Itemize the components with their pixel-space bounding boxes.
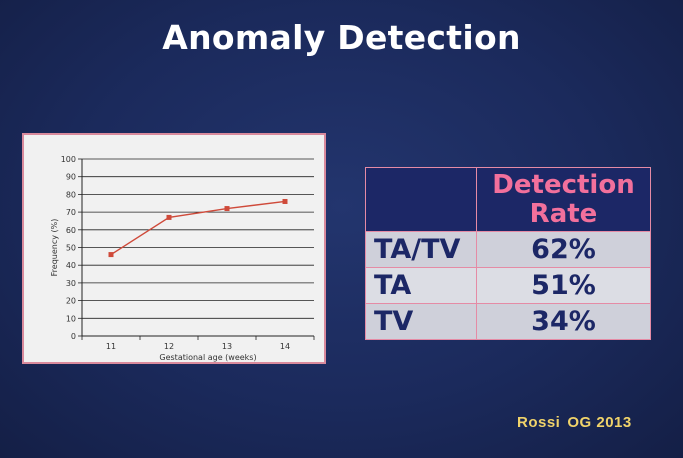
x-tick-label: 12 (164, 342, 174, 351)
data-point (108, 252, 114, 258)
table-header-empty-cell (365, 167, 477, 232)
slide-title: Anomaly Detection (162, 18, 521, 57)
table-header-row: Detection Rate (365, 167, 651, 232)
row-label-tv: TV (365, 303, 477, 340)
y-tick-label: 50 (66, 244, 76, 253)
data-point (166, 214, 172, 220)
x-tick-label: 11 (106, 342, 116, 351)
y-axis-label: Frequency (%) (50, 219, 59, 277)
x-tick-label: 14 (280, 342, 290, 351)
table-row: TV 34% (365, 303, 651, 340)
row-value-ta: 51% (476, 267, 651, 304)
y-tick-label: 90 (66, 173, 76, 182)
chart-svg: 0 10 20 30 40 50 60 70 80 90 100 11 12 13 14 Gestationa… (50, 155, 315, 362)
y-tick-label: 20 (66, 297, 76, 306)
y-tick-label: 60 (66, 226, 76, 235)
table-row: TA/TV 62% (365, 231, 651, 268)
y-tick-label: 70 (66, 208, 76, 217)
x-axis-label: Gestational age (weeks) (159, 353, 256, 362)
y-tick-label: 40 (66, 261, 76, 270)
citation: Rossi OG 2013 (517, 414, 632, 431)
table-row: TA 51% (365, 267, 651, 304)
line-chart: 0 10 20 30 40 50 60 70 80 90 100 11 12 13 14 Gestationa… (22, 133, 326, 364)
citation-source: OG 2013 (567, 414, 632, 431)
table-header-detection-rate: Detection Rate (476, 167, 651, 232)
y-tick-label: 100 (61, 155, 76, 164)
detection-rate-table: Detection Rate TA/TV 62% TA 51% TV 34% (365, 167, 651, 340)
data-point (282, 198, 288, 204)
series-line (110, 200, 286, 256)
row-label-ta: TA (365, 267, 477, 304)
row-value-tv: 34% (476, 303, 651, 340)
row-label-ta-tv: TA/TV (365, 231, 477, 268)
row-value-ta-tv: 62% (476, 231, 651, 268)
citation-author: Rossi (517, 414, 561, 431)
y-tick-label: 80 (66, 190, 76, 199)
data-point (224, 206, 230, 212)
y-tick-label: 10 (66, 314, 76, 323)
x-tick-label: 13 (222, 342, 232, 351)
y-tick-label: 30 (66, 279, 76, 288)
y-tick-label: 0 (71, 332, 76, 341)
